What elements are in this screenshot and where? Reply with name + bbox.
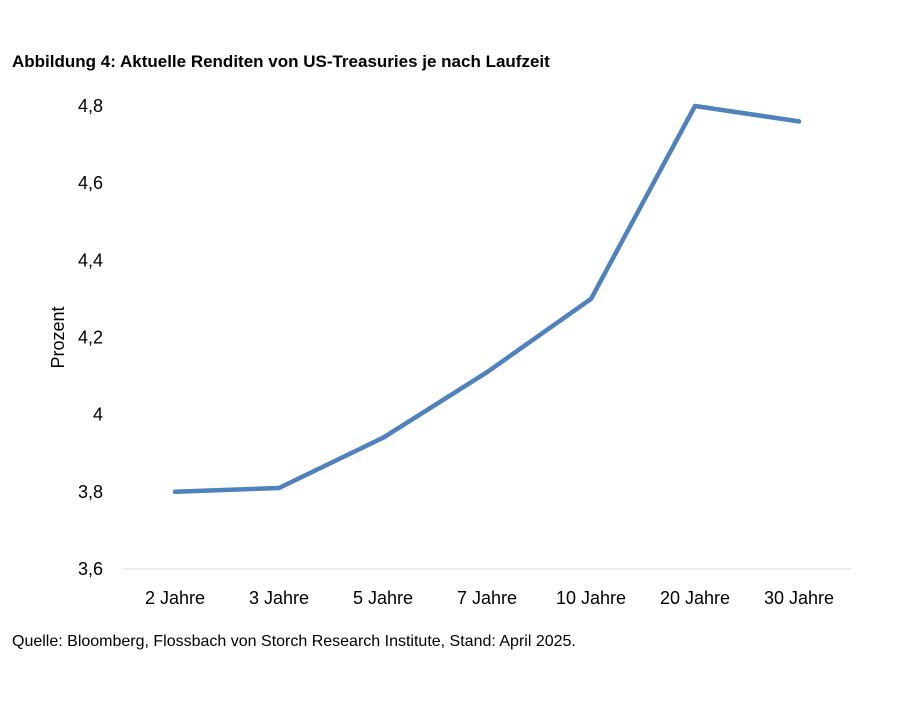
y-tick-label: 4,8 — [78, 96, 103, 116]
series-line — [172, 103, 802, 495]
x-tick-label: 10 Jahre — [556, 588, 626, 608]
x-tick-label: 2 Jahre — [145, 588, 205, 608]
x-tick-label: 7 Jahre — [457, 588, 517, 608]
y-tick-label: 3,8 — [78, 482, 103, 502]
y-tick-label: 3,6 — [78, 559, 103, 579]
y-tick-label: 4,4 — [78, 250, 103, 270]
series-layer — [172, 103, 802, 495]
x-tick-label: 20 Jahre — [660, 588, 730, 608]
x-tick-label: 30 Jahre — [764, 588, 834, 608]
y-axis-title: Prozent — [48, 306, 68, 368]
y-tick-label: 4,2 — [78, 328, 103, 348]
chart-title: Abbildung 4: Aktuelle Renditen von US-Tr… — [12, 52, 550, 71]
source-note: Quelle: Bloomberg, Flossbach von Storch … — [12, 633, 576, 650]
y-tick-label: 4 — [93, 405, 103, 425]
y-axis-ticks: 3,6 3,8 4 4,2 4,4 4,6 4,8 — [78, 96, 103, 579]
x-tick-label: 5 Jahre — [353, 588, 413, 608]
x-axis-ticks: 2 Jahre 3 Jahre 5 Jahre 7 Jahre 10 Jahre 20 J… — [145, 588, 834, 608]
x-tick-label: 3 Jahre — [249, 588, 309, 608]
y-tick-label: 4,6 — [78, 173, 103, 193]
